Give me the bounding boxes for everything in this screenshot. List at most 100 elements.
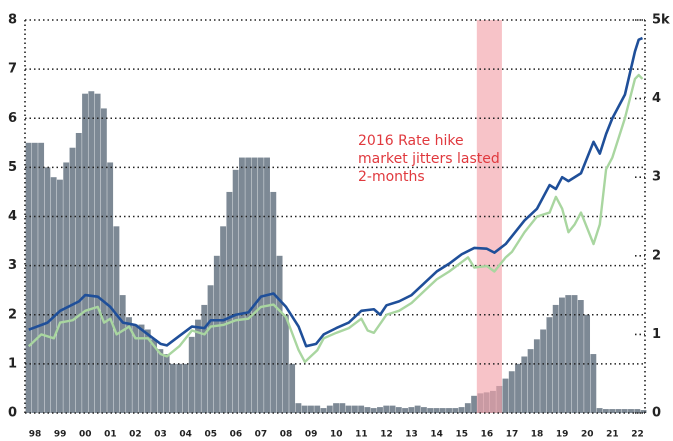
line-series xyxy=(28,36,643,348)
x-tick-label: 07 xyxy=(255,430,268,440)
x-tick-label: 05 xyxy=(204,430,217,440)
bar xyxy=(377,407,383,413)
x-tick-label: 13 xyxy=(405,430,418,440)
bar xyxy=(157,349,164,413)
bar xyxy=(176,363,183,413)
bar xyxy=(251,157,258,413)
line-series xyxy=(27,73,644,364)
bar xyxy=(38,142,45,413)
bar xyxy=(515,363,521,413)
bar xyxy=(320,408,327,413)
x-tick-label: 22 xyxy=(631,430,644,440)
x-tick-label: 17 xyxy=(506,430,519,440)
bar xyxy=(257,157,264,413)
bar xyxy=(289,363,296,413)
bar xyxy=(295,403,302,413)
x-tick-label: 15 xyxy=(455,430,468,440)
x-tick-label: 11 xyxy=(355,430,368,440)
bar xyxy=(69,147,76,413)
bar xyxy=(452,408,459,413)
bar xyxy=(50,177,57,413)
bar xyxy=(314,405,321,413)
bar xyxy=(144,329,151,413)
bar xyxy=(358,405,365,413)
bar xyxy=(138,324,145,413)
bar xyxy=(132,324,139,413)
bar xyxy=(502,378,509,413)
bar xyxy=(408,407,415,413)
y2-tick-label: 4 xyxy=(652,91,661,106)
x-tick-label: 99 xyxy=(54,430,67,440)
bar xyxy=(333,403,339,413)
x-tick-label: 06 xyxy=(230,430,243,440)
bar xyxy=(458,407,465,413)
y2-tick-label: 1 xyxy=(652,327,661,342)
bar xyxy=(364,407,371,413)
y2-tick-label: 2 xyxy=(652,248,661,263)
bar xyxy=(238,157,245,413)
bar xyxy=(351,405,358,413)
bar xyxy=(420,407,427,413)
bar xyxy=(57,179,63,413)
y-tick-label: 5 xyxy=(8,160,17,175)
x-tick-label: 08 xyxy=(280,430,293,440)
annotation: market jitters lasted xyxy=(358,151,500,167)
bar xyxy=(245,157,252,413)
bar xyxy=(571,295,578,413)
x-tick-label: 14 xyxy=(430,430,443,440)
bar xyxy=(63,162,70,413)
bar xyxy=(395,407,402,413)
bar xyxy=(596,408,603,413)
bar xyxy=(602,409,609,413)
bar xyxy=(282,314,289,413)
bar xyxy=(75,132,82,414)
bar xyxy=(195,319,201,413)
x-tick-label: 18 xyxy=(531,430,544,440)
x-tick-label: 21 xyxy=(606,430,619,440)
bar xyxy=(188,336,195,413)
bar xyxy=(634,409,641,413)
bar xyxy=(113,226,120,413)
bar xyxy=(565,295,572,413)
bar xyxy=(270,191,277,413)
y2-tick-label: 5k xyxy=(652,13,670,28)
bar xyxy=(326,405,333,413)
bar xyxy=(527,349,534,413)
x-tick-label: 12 xyxy=(380,430,393,440)
bar xyxy=(628,409,634,413)
bar xyxy=(207,285,214,413)
x-tick-label: 00 xyxy=(79,430,92,440)
bar xyxy=(427,408,434,413)
bar xyxy=(88,91,95,413)
bar xyxy=(446,408,452,413)
x-tick-label: 04 xyxy=(179,430,192,440)
x-tick-label: 98 xyxy=(29,430,42,440)
y2-tick-label: 0 xyxy=(652,406,661,421)
y-tick-label: 4 xyxy=(8,209,17,224)
bar xyxy=(584,314,591,413)
bar xyxy=(609,409,616,413)
bar xyxy=(201,304,208,413)
bar xyxy=(521,356,528,413)
bar xyxy=(540,329,547,413)
bar xyxy=(383,405,390,413)
y-tick-label: 1 xyxy=(8,356,17,371)
bar xyxy=(345,405,352,413)
bar xyxy=(577,300,584,413)
y-tick-label: 8 xyxy=(8,13,17,28)
bar xyxy=(621,409,628,413)
bar xyxy=(182,363,189,413)
bar xyxy=(163,354,170,413)
annotation: 2-months xyxy=(358,169,425,185)
bar xyxy=(339,403,346,413)
bar xyxy=(471,395,478,413)
bar xyxy=(508,371,515,413)
y-tick-label: 3 xyxy=(8,258,17,273)
bar xyxy=(100,108,107,414)
bar xyxy=(464,403,471,413)
x-tick-label: 19 xyxy=(556,430,569,440)
y-tick-label: 0 xyxy=(8,406,17,421)
bar xyxy=(151,339,158,413)
